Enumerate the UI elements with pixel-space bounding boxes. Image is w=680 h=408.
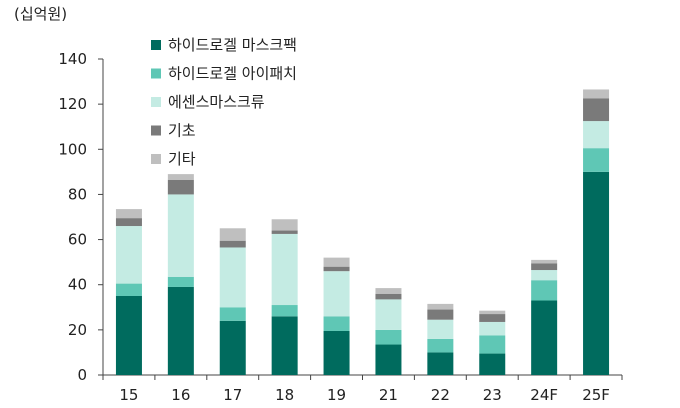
bar-segment	[479, 314, 506, 322]
y-tick-label: 20	[68, 321, 87, 339]
bar-segment	[531, 259, 558, 264]
bar-segment	[479, 335, 506, 354]
bar-segment	[219, 320, 246, 375]
bar-segment	[583, 98, 610, 122]
x-tick-label: 16	[171, 386, 190, 404]
bar-segment	[167, 286, 194, 375]
x-tick-label: 21	[379, 386, 398, 404]
bar-segment	[479, 310, 506, 315]
legend-label: 기초	[168, 122, 196, 140]
legend-label: 에센스마스크류	[168, 93, 265, 111]
bar-segment	[323, 316, 350, 331]
bar-segment	[271, 305, 298, 317]
bar-segment	[219, 240, 246, 248]
x-tick-label: 23	[483, 386, 502, 404]
legend-label: 기타	[168, 150, 196, 168]
x-tick-label: 22	[431, 386, 450, 404]
bar-segment	[479, 321, 506, 336]
bar-segment	[167, 179, 194, 195]
unit-label: (십억원)	[14, 5, 67, 23]
bar-segment	[427, 338, 454, 353]
bar-segment	[375, 288, 402, 294]
bar-segment	[583, 148, 610, 172]
bar-segment	[323, 330, 350, 375]
y-tick-label: 60	[68, 231, 87, 249]
bar-segment	[583, 171, 610, 375]
bar-segment	[583, 121, 610, 149]
bar-segment	[427, 309, 454, 320]
bar-segment	[271, 219, 298, 231]
legend-swatch	[151, 68, 161, 79]
bar-segment	[115, 218, 142, 227]
x-tick-label: 24F	[530, 386, 558, 404]
y-tick-label: 120	[58, 95, 87, 113]
bars	[115, 89, 610, 375]
bar-segment	[219, 247, 246, 308]
axes: 0 20 40 60 80 100 120 140 15 16 17 18 19 21 22 23 24F 25F	[58, 50, 623, 404]
y-tick-label: 100	[58, 140, 87, 158]
legend-swatch	[151, 40, 161, 50]
x-tick-label: 19	[327, 386, 346, 404]
bar-segment	[271, 233, 298, 306]
bar-segment	[167, 276, 194, 287]
bar-segment	[531, 300, 558, 375]
bar-segment	[375, 299, 402, 330]
bar-segment	[115, 209, 142, 219]
bar-segment	[375, 329, 402, 345]
bar-segment	[115, 296, 142, 375]
bar-segment	[323, 266, 350, 272]
legend-swatch	[151, 97, 161, 107]
bar-segment	[375, 293, 402, 300]
x-tick-label: 15	[119, 386, 138, 404]
bar-segment	[115, 226, 142, 284]
x-tick-label: 17	[223, 386, 242, 404]
bar-segment	[375, 344, 402, 375]
bar-segment	[167, 194, 194, 277]
bar-segment	[271, 230, 298, 234]
bar-segment	[115, 283, 142, 296]
bar-segment	[323, 257, 350, 267]
bar-segment	[427, 352, 454, 375]
bar-segment	[427, 303, 454, 310]
legend-swatch	[151, 154, 161, 164]
bar-segment	[271, 316, 298, 375]
x-tick-label: 25F	[582, 386, 610, 404]
bar-segment	[531, 270, 558, 281]
bar-segment	[219, 307, 246, 321]
bar-segment	[531, 263, 558, 271]
bar-segment	[479, 353, 506, 375]
bar-segment	[427, 319, 454, 339]
bar-segment	[531, 280, 558, 301]
y-tick-label: 40	[68, 276, 87, 294]
bar-segment	[167, 174, 194, 180]
bar-segment	[219, 228, 246, 241]
y-tick-label: 80	[68, 185, 87, 203]
bar-segment	[583, 89, 610, 99]
legend-label: 하이드로겔 마스크팩	[168, 36, 297, 54]
bar-segment	[323, 271, 350, 317]
y-tick-label: 0	[77, 366, 87, 384]
x-tick-label: 18	[275, 386, 294, 404]
y-tick-label: 140	[58, 50, 87, 68]
legend-swatch	[151, 125, 161, 136]
legend-label: 하이드로겔 아이패치	[168, 65, 297, 83]
